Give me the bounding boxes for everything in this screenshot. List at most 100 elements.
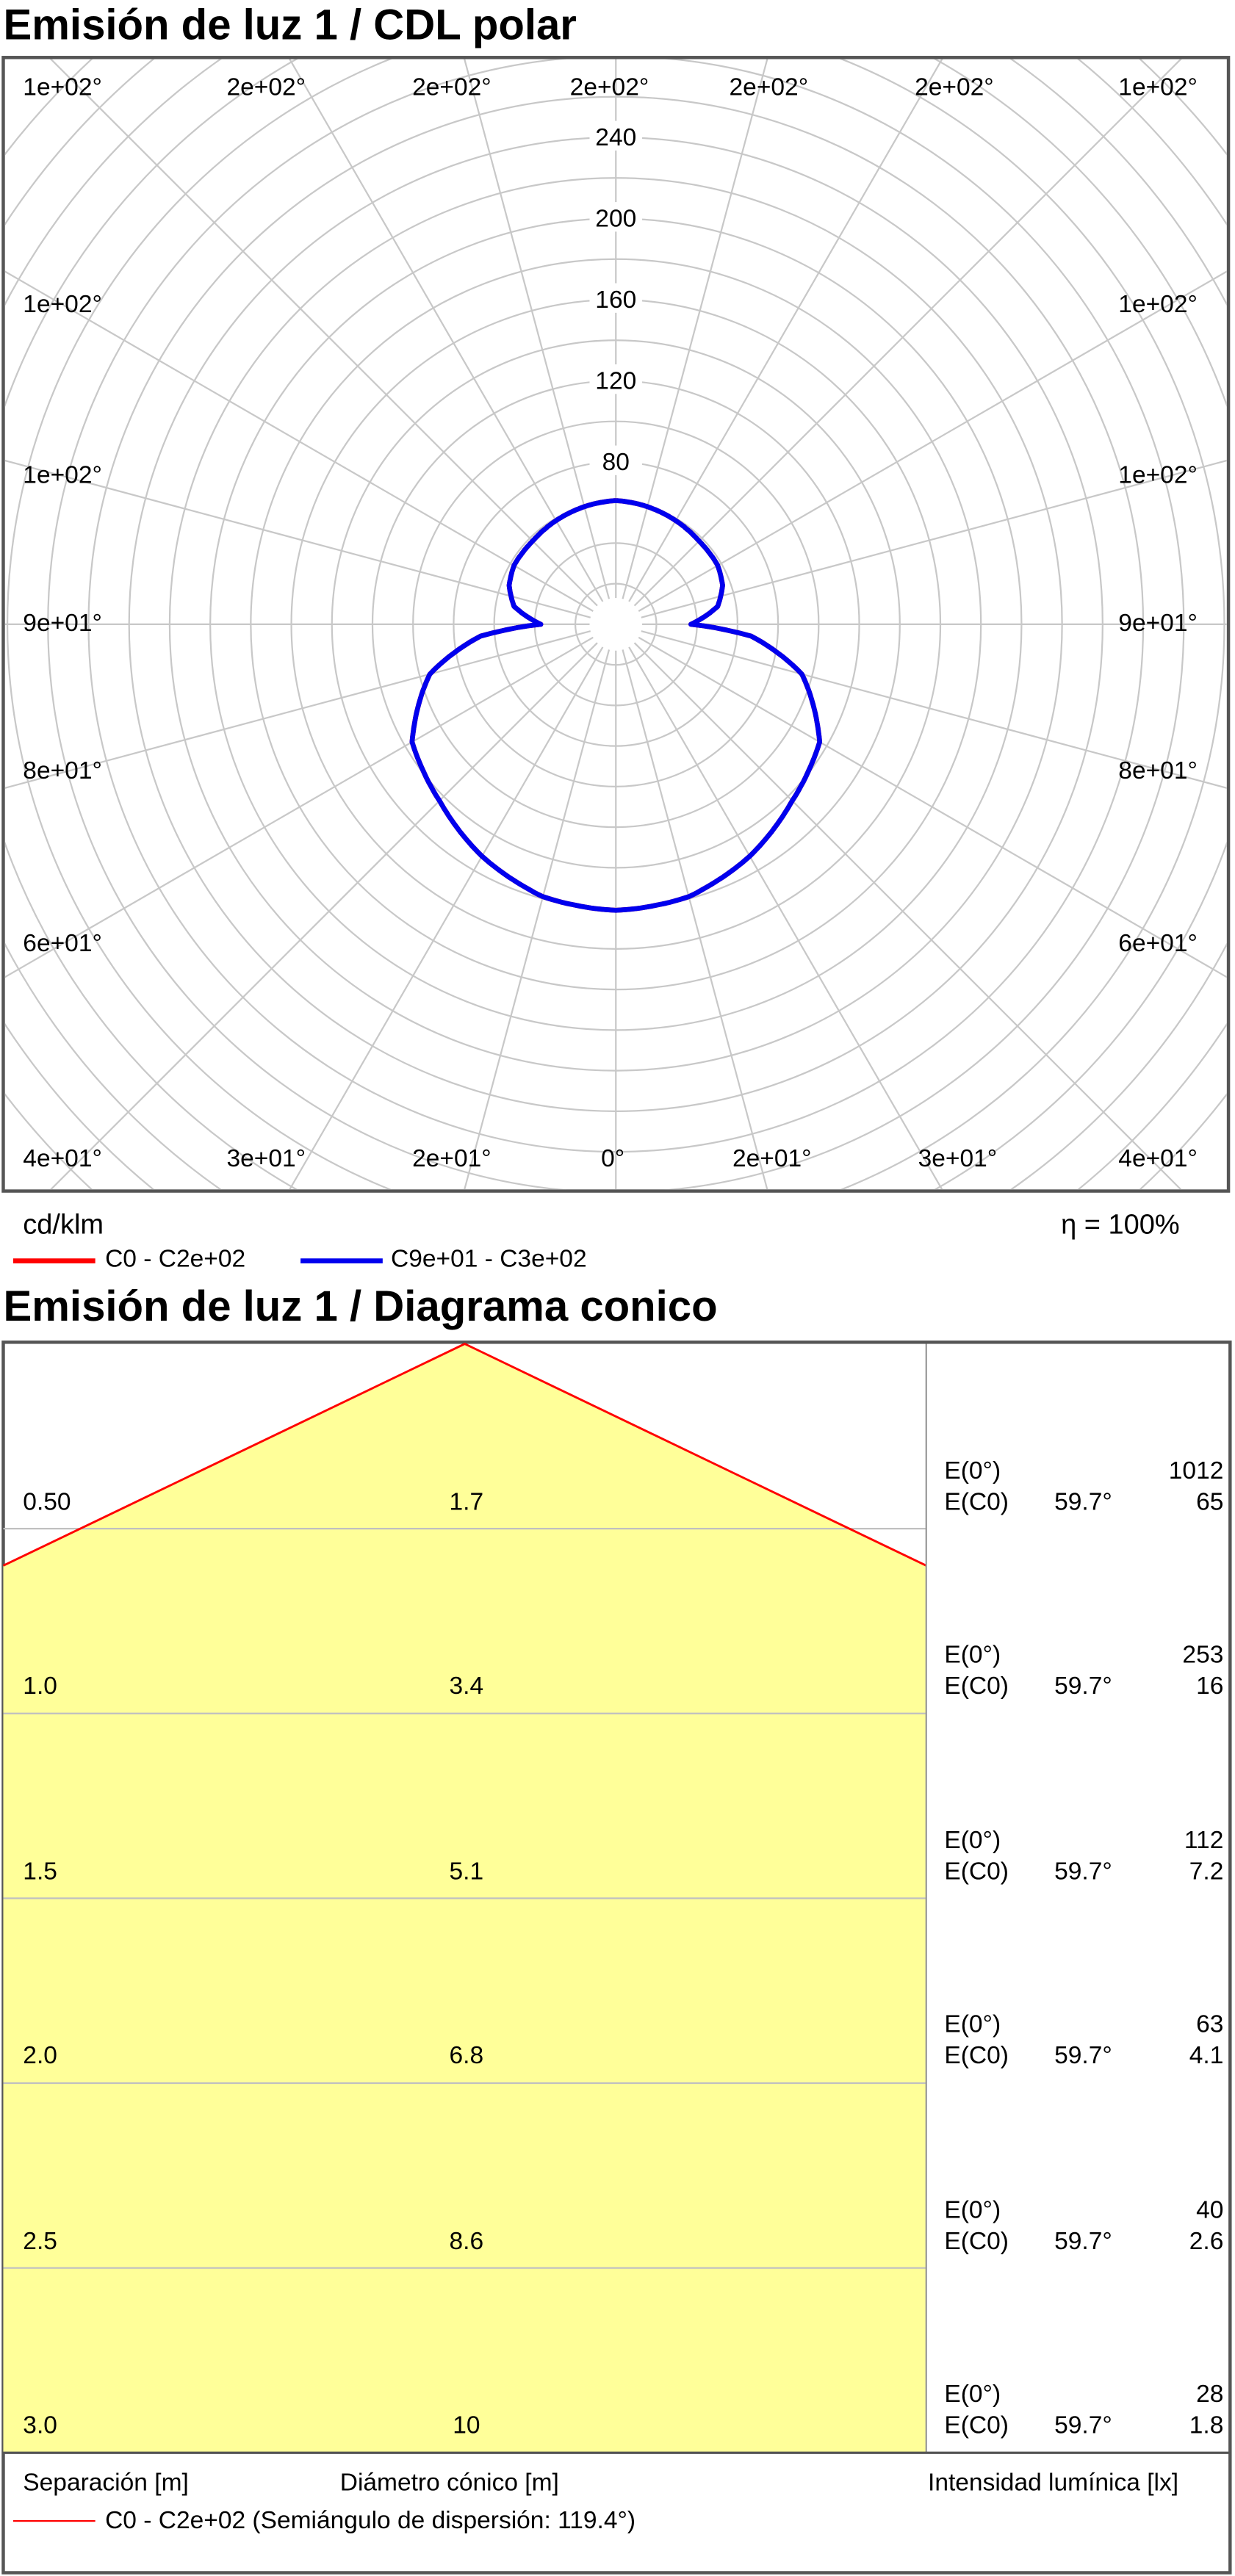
cone-legend-label: C0 - C2e+02 (Semiángulo de dispersión: 1… bbox=[105, 2507, 636, 2536]
polar-curves bbox=[409, 498, 823, 913]
angle-label-right-3: 9e+01° bbox=[1118, 609, 1198, 638]
polar-grid-spoke bbox=[289, 59, 604, 602]
e0-value: 28 bbox=[1196, 2380, 1224, 2409]
polar-unit-label: cd/klm bbox=[23, 1209, 104, 1241]
angle-label-bottom-5: 2e+01° bbox=[732, 1144, 812, 1173]
polar-title: Emisión de luz 1 / CDL polar bbox=[3, 0, 577, 50]
polar-grid-spoke bbox=[641, 459, 1227, 618]
legend-swatch-c0 bbox=[12, 1258, 96, 1263]
angle-label-left-3: 9e+01° bbox=[23, 609, 102, 638]
angle-label-top-2: 2e+02° bbox=[226, 73, 306, 102]
polar-grid-spoke bbox=[4, 270, 594, 612]
separation-value: 3.0 bbox=[23, 2411, 57, 2440]
ec0-value: 1.8 bbox=[1189, 2411, 1224, 2440]
ec0-label: E(C0) bbox=[944, 1487, 1009, 1516]
cone-edge-line bbox=[2, 1342, 927, 1567]
separation-value: 0.50 bbox=[23, 1487, 71, 1516]
polar-grid-spoke bbox=[49, 59, 598, 607]
polar-grid-spoke bbox=[633, 59, 1182, 607]
angle-label-left-5: 6e+01° bbox=[23, 929, 102, 958]
ec0-angle: 59.7° bbox=[1054, 2411, 1112, 2440]
polar-grid-spoke bbox=[4, 459, 591, 618]
angle-label-left-1: 1e+02° bbox=[23, 290, 102, 319]
ec0-angle: 59.7° bbox=[1054, 2226, 1112, 2255]
polar-grid-spoke bbox=[628, 646, 943, 1190]
diameter-value: 10 bbox=[453, 2411, 480, 2440]
angle-label-top-1: 1e+02° bbox=[23, 73, 102, 102]
angle-label-top-7: 1e+02° bbox=[1118, 73, 1198, 102]
angle-label-right-4: 8e+01° bbox=[1118, 757, 1198, 786]
diameter-value: 8.6 bbox=[449, 2226, 484, 2255]
polar-grid-spoke bbox=[289, 646, 604, 1190]
ec0-label: E(C0) bbox=[944, 2411, 1009, 2440]
angle-label-bottom-6: 3e+01° bbox=[918, 1144, 998, 1173]
ec0-value: 7.2 bbox=[1189, 1857, 1224, 1886]
cone-row-lines bbox=[3, 1528, 926, 2269]
separation-axis-label: Separación [m] bbox=[23, 2469, 189, 2497]
ec0-angle: 59.7° bbox=[1054, 1672, 1112, 1700]
polar-grid-spoke bbox=[633, 642, 1182, 1190]
cone-frame bbox=[1, 1341, 1232, 2575]
e0-label: E(0°) bbox=[944, 1641, 1001, 1670]
e0-value: 1012 bbox=[1168, 1456, 1224, 1484]
polar-radial-label: 200 bbox=[595, 206, 636, 233]
separation-value: 1.5 bbox=[23, 1857, 57, 1886]
polar-frame bbox=[1, 56, 1231, 1193]
e0-value: 63 bbox=[1196, 2010, 1224, 2039]
polar-grid-spoke bbox=[49, 642, 598, 1190]
legend-swatch-c90 bbox=[300, 1258, 383, 1263]
ec0-label: E(C0) bbox=[944, 2042, 1009, 2071]
angle-label-top-3: 2e+02° bbox=[412, 73, 492, 102]
polar-radial-label: 80 bbox=[602, 449, 630, 476]
ec0-value: 65 bbox=[1196, 1487, 1224, 1516]
polar-grid-spoke bbox=[641, 630, 1227, 790]
diameter-axis-label: Diámetro cónico [m] bbox=[339, 2469, 559, 2497]
polar-radial-label-bg bbox=[589, 364, 643, 394]
polar-radial-label-bg bbox=[589, 202, 643, 232]
separation-value: 2.5 bbox=[23, 2226, 57, 2255]
angle-label-bottom-7: 4e+01° bbox=[1118, 1144, 1198, 1173]
e0-value: 253 bbox=[1182, 1641, 1224, 1670]
angle-label-right-5: 6e+01° bbox=[1118, 929, 1198, 958]
polar-grid-spoke bbox=[628, 59, 943, 602]
ec0-angle: 59.7° bbox=[1054, 1487, 1112, 1516]
cone-legend-swatch bbox=[12, 2519, 96, 2522]
polar-efficiency-label: η = 100% bbox=[1061, 1209, 1180, 1241]
angle-label-bottom-3: 2e+01° bbox=[412, 1144, 492, 1173]
e0-label: E(0°) bbox=[944, 2380, 1001, 2409]
polar-grid-spoke bbox=[4, 636, 594, 978]
cone-title: Emisión de luz 1 / Diagrama conico bbox=[3, 1281, 718, 1331]
polar-radial-label: 240 bbox=[595, 124, 636, 151]
polar-grid-spoke bbox=[622, 649, 768, 1190]
polar-grid-spoke bbox=[622, 59, 768, 599]
polar-grid-spoke bbox=[4, 630, 591, 790]
diameter-value: 1.7 bbox=[449, 1487, 484, 1516]
ec0-label: E(C0) bbox=[944, 2226, 1009, 2255]
diameter-value: 6.8 bbox=[449, 2042, 484, 2071]
angle-label-left-4: 8e+01° bbox=[23, 757, 102, 786]
separation-value: 1.0 bbox=[23, 1672, 57, 1700]
angle-label-bottom-4: 0° bbox=[601, 1144, 625, 1173]
polar-radial-label: 160 bbox=[595, 286, 636, 314]
ec0-value: 16 bbox=[1196, 1672, 1224, 1700]
angle-label-top-6: 2e+02° bbox=[915, 73, 994, 102]
diameter-value: 5.1 bbox=[449, 1857, 484, 1886]
angle-label-bottom-1: 4e+01° bbox=[23, 1144, 102, 1173]
polar-radial-label-bg bbox=[589, 445, 643, 475]
angle-label-bottom-2: 3e+01° bbox=[226, 1144, 306, 1173]
polar-chart: 80 120 160 200 240 bbox=[1, 56, 1231, 1193]
ec0-value: 2.6 bbox=[1189, 2226, 1224, 2255]
angle-label-top-4: 2e+02° bbox=[569, 73, 649, 102]
polar-grid-spoke bbox=[638, 636, 1227, 978]
angle-label-right-1: 1e+02° bbox=[1118, 290, 1198, 319]
intensity-axis-label: Intensidad lumínica [lx] bbox=[928, 2469, 1179, 2497]
angle-label-right-2: 1e+02° bbox=[1118, 461, 1198, 490]
ec0-angle: 59.7° bbox=[1054, 2042, 1112, 2071]
polar-radial-label: 120 bbox=[595, 368, 636, 395]
polar-curve-c90-c270 bbox=[409, 498, 823, 913]
angle-label-top-5: 2e+02° bbox=[729, 73, 809, 102]
ec0-label: E(C0) bbox=[944, 1672, 1009, 1700]
e0-label: E(0°) bbox=[944, 1456, 1001, 1484]
polar-grid-spoke bbox=[464, 59, 611, 599]
